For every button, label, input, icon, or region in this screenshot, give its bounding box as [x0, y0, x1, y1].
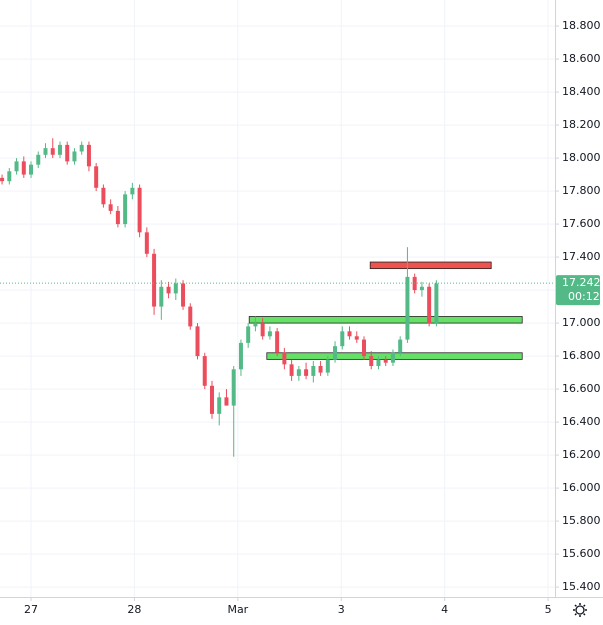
candle-body — [383, 359, 388, 363]
candle-body — [209, 385, 214, 414]
candle-body — [246, 326, 251, 343]
candle-body — [65, 144, 70, 162]
x-tick-label: 4 — [441, 603, 448, 616]
candle-body — [79, 144, 84, 152]
candle-body — [181, 283, 186, 307]
grid — [0, 0, 555, 597]
y-tick-label: 17.000 — [562, 316, 601, 329]
candle-body — [362, 339, 367, 357]
candle-body — [376, 359, 381, 366]
candle-body — [311, 365, 316, 376]
candle-body — [137, 187, 142, 233]
y-tick-label: 16.800 — [562, 349, 601, 362]
candle-body — [43, 148, 48, 155]
candle-body — [224, 397, 229, 406]
gear-ring — [575, 605, 585, 615]
candle-body — [369, 356, 374, 366]
candle-body — [267, 331, 272, 337]
gear-teeth — [573, 603, 587, 617]
plot-area — [0, 138, 555, 457]
candle-body — [434, 283, 439, 324]
candle-body — [405, 276, 410, 340]
candle-body — [318, 365, 323, 373]
y-tick-label: 16.000 — [562, 481, 601, 494]
candle-body — [166, 286, 171, 294]
y-tick-label: 16.400 — [562, 415, 601, 428]
y-tick-label: 18.200 — [562, 118, 601, 131]
candle-body — [21, 161, 26, 175]
y-tick-label: 15.400 — [562, 580, 601, 593]
candle-body — [304, 369, 309, 376]
candle-body — [0, 177, 5, 182]
candle-body — [217, 397, 222, 414]
x-tick-label: 3 — [338, 603, 345, 616]
candle-body — [398, 339, 403, 353]
candle-body — [427, 286, 432, 324]
candle-body — [72, 151, 77, 162]
y-tick-label: 18.800 — [562, 19, 601, 32]
candle-body — [130, 187, 135, 195]
y-tick-label: 15.600 — [562, 547, 601, 560]
settings-gear[interactable] — [573, 603, 587, 617]
last-price-label: 17.242 — [562, 276, 601, 289]
candle-body — [173, 283, 178, 294]
candle-body — [333, 346, 338, 360]
candle-body — [253, 323, 258, 327]
candle-body — [238, 342, 243, 370]
x-tick-label: 5 — [545, 603, 552, 616]
candle-body — [50, 148, 55, 155]
x-tick-label: 27 — [24, 603, 38, 616]
y-tick-label: 18.400 — [562, 85, 601, 98]
candle-body — [390, 352, 395, 363]
candle-body — [159, 286, 164, 307]
axes: 15.400 15.600 15.800 16.000 16.200 16.400 16.6… — [24, 19, 600, 616]
candle-body — [36, 154, 41, 165]
zone — [248, 316, 523, 324]
last-price-box — [556, 275, 600, 306]
candle-body — [57, 144, 62, 155]
candle-body — [144, 232, 149, 254]
y-tick-label: 18.000 — [562, 151, 601, 164]
candle-body — [296, 369, 301, 376]
candle-body — [14, 161, 19, 172]
candle-body — [108, 204, 113, 211]
candle-body — [195, 326, 200, 357]
y-tick-label: 17.400 — [562, 250, 601, 263]
countdown-label: 00:12 — [568, 290, 600, 303]
candle-body — [282, 352, 287, 365]
candle-body — [289, 364, 294, 376]
candle-body — [94, 166, 99, 188]
y-tick-label: 18.600 — [562, 52, 601, 65]
candle-body — [231, 369, 236, 406]
y-tick-label: 15.800 — [562, 514, 601, 527]
x-tick-label: 28 — [127, 603, 141, 616]
y-tick-label: 16.600 — [562, 382, 601, 395]
y-tick-label: 17.800 — [562, 184, 601, 197]
y-tick-label: 16.200 — [562, 448, 601, 461]
candle-body — [354, 336, 359, 340]
candle-body — [260, 323, 265, 337]
candle-body — [101, 187, 106, 205]
x-tick-label: Mar — [227, 603, 248, 616]
zone — [369, 261, 492, 270]
candle-body — [123, 194, 128, 225]
candle-body — [29, 164, 34, 175]
candle-body — [7, 171, 12, 182]
candle-body — [340, 331, 345, 347]
candle-body — [115, 210, 120, 225]
candle-body — [419, 286, 424, 291]
candle-body — [347, 331, 352, 337]
candle-body — [152, 253, 157, 307]
candle-body — [202, 356, 207, 386]
candle-body — [275, 331, 280, 353]
candle-body — [325, 359, 330, 373]
candle-body — [86, 144, 91, 167]
candle-body — [188, 306, 193, 327]
y-tick-label: 17.600 — [562, 217, 601, 230]
